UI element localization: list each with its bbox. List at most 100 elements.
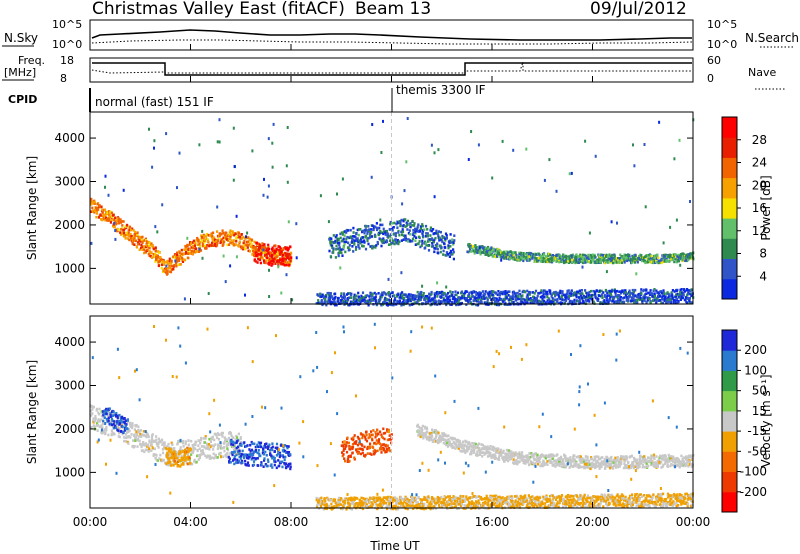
range-cell [385,240,389,243]
range-cell [355,294,358,298]
range-cell [284,455,287,459]
range-cell [240,444,243,447]
range-cell [183,248,186,252]
noise-cell [341,177,344,181]
range-cell [197,439,200,443]
range-cell [686,288,689,291]
noise-cell [632,143,634,147]
range-cell [239,437,242,441]
range-cell [234,243,237,246]
range-cell [121,419,124,422]
range-cell [265,259,268,262]
range-cell [225,231,228,235]
range-cell [331,296,334,299]
range-cell [505,294,508,298]
range-cell [425,243,428,247]
range-cell [582,294,585,298]
range-cell [184,248,187,251]
range-cell [265,454,268,457]
range-cell [163,260,166,264]
range-cell [269,261,272,264]
range-cell [147,435,150,439]
range-cell [603,256,606,260]
range-cell [512,290,516,294]
range-cell [649,289,652,292]
range-cell [511,294,515,297]
range-cell [209,457,212,460]
range-cell [379,229,382,233]
range-cell [394,232,397,235]
range-cell [650,255,653,258]
range-cell [216,456,219,459]
range-cell [341,296,344,299]
noise-cell [673,157,676,161]
range-cell [163,267,167,271]
range-cell [393,242,396,246]
range-cell [216,447,219,451]
range-cell [263,452,266,456]
range-cell [427,249,431,252]
range-cell [682,292,685,295]
range-cell [231,231,234,234]
range-cell [146,443,150,447]
range-cell [406,301,409,305]
range-cell [240,452,243,456]
range-cell [119,218,122,221]
range-cell [367,303,370,307]
range-cell [542,291,545,294]
range-cell [125,431,129,434]
range-cell [286,446,289,450]
range-cell [454,290,457,293]
range-cell [664,260,667,263]
range-cell [121,432,124,436]
range-cell [162,451,165,455]
range-cell [247,240,250,243]
range-cell [419,245,422,249]
range-cell [156,441,159,445]
range-cell [578,258,581,261]
range-cell [568,255,571,258]
range-cell [491,293,494,297]
range-cell [476,450,479,453]
range-cell [115,219,119,223]
range-cell [138,430,141,433]
range-cell [127,428,130,431]
range-cell [110,423,114,427]
range-cell [91,412,94,416]
range-cell [184,440,187,443]
range-cell [337,300,340,303]
range-cell [564,259,567,262]
range-cell [181,260,185,263]
range-cell [418,296,421,299]
range-cell [209,233,212,237]
range-cell [198,456,201,460]
range-cell [345,444,348,448]
range-cell [619,299,622,302]
range-cell [115,222,118,226]
range-cell [500,251,503,254]
range-cell [348,296,351,299]
range-cell [597,254,600,257]
range-cell [445,434,448,438]
range-cell [187,447,190,451]
range-cell [619,291,623,295]
range-cell [187,252,190,255]
range-cell [272,260,275,263]
range-cell [441,433,445,437]
range-cell [625,254,628,257]
range-cell [387,447,391,450]
noise-cell [490,246,493,250]
range-cell [457,438,460,442]
range-cell [490,298,493,302]
range-cell [652,299,655,303]
range-cell [254,450,257,453]
range-cell [221,239,224,242]
range-cell [433,238,436,242]
range-cell [435,290,439,294]
range-cell [228,457,231,460]
range-cell [402,218,405,221]
range-cell [487,303,490,306]
noise-cell [689,200,691,203]
range-cell [363,298,366,302]
range-cell [469,244,472,248]
